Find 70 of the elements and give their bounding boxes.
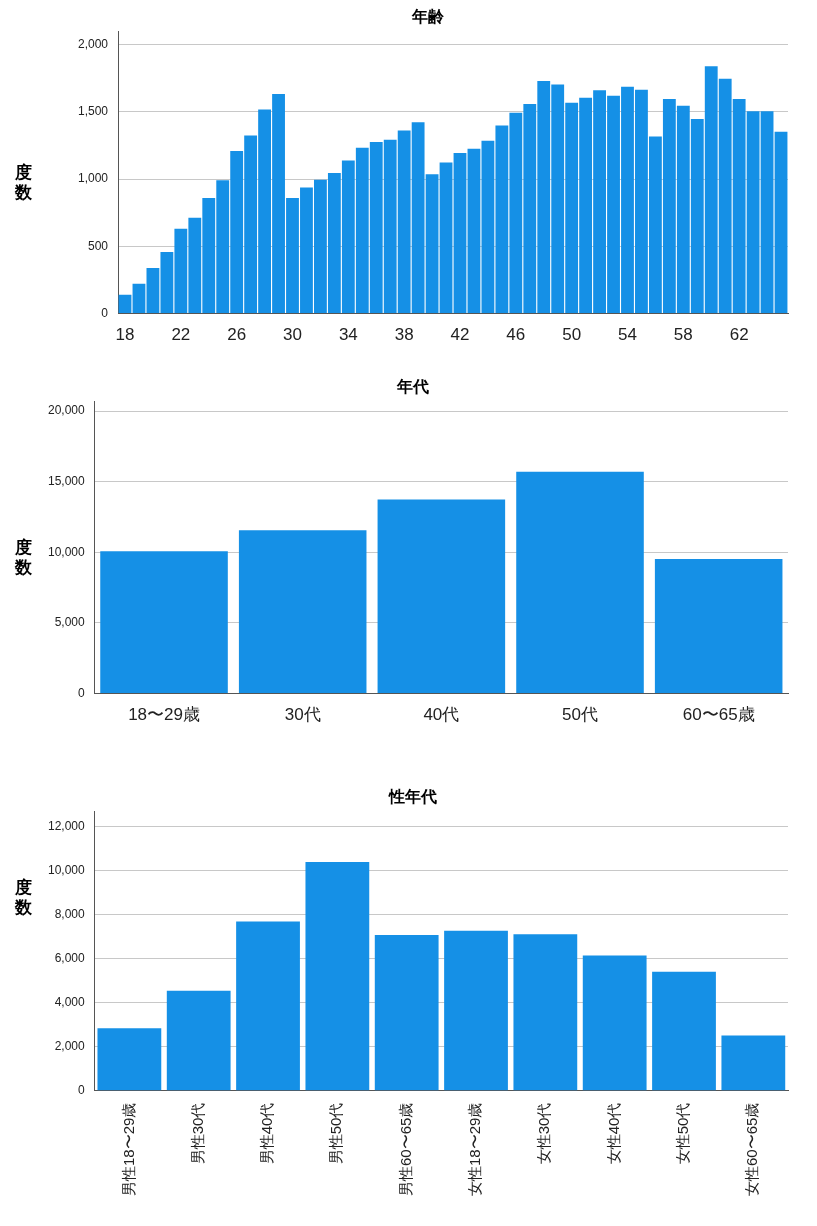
y-tick-label: 6,000 (54, 950, 86, 965)
y-tick-label: 0 (101, 305, 109, 320)
x-tick-label: 女性50代 (674, 1102, 692, 1165)
y-tick-label: 2,000 (78, 36, 109, 51)
x-tick-label: 62 (729, 325, 749, 345)
y-tick-label: 2,000 (54, 1038, 86, 1053)
y-tick-label: 0 (78, 685, 86, 700)
y-tick-label: 20,000 (48, 403, 86, 418)
x-tick-label: 女性18〜29歳 (466, 1102, 484, 1197)
bar (118, 294, 132, 314)
bar (100, 551, 228, 694)
x-tick-label: 男性60〜65歳 (396, 1102, 414, 1197)
bar (652, 971, 716, 1091)
x-tick-label: 34 (338, 325, 358, 345)
y-tick-label: 12,000 (48, 818, 86, 833)
y-tick-label: 10,000 (48, 544, 86, 559)
y-tick-label: 1,000 (78, 171, 109, 186)
x-tick-label: 60〜65歳 (682, 705, 755, 725)
y-tick-label: 10,000 (48, 862, 86, 877)
chart-title: 年代 (396, 378, 429, 396)
x-tick-label: 18〜29歳 (128, 705, 200, 725)
bar (582, 955, 647, 1091)
bar (97, 1028, 162, 1091)
bar (721, 1035, 786, 1091)
x-tick-label: 46 (506, 325, 526, 345)
chart-title: 年齢 (411, 8, 445, 26)
x-tick-label: 58 (673, 325, 693, 345)
x-tick-label: 女性40代 (604, 1102, 622, 1165)
bar (236, 921, 300, 1091)
axis-title: 度数 (13, 878, 33, 918)
y-tick-label: 5,000 (54, 615, 86, 630)
x-tick-label: 50代 (562, 705, 598, 725)
x-tick-label: 54 (618, 325, 637, 345)
y-tick-label: 15,000 (48, 474, 86, 489)
x-tick-label: 男性50代 (327, 1102, 345, 1165)
bar (513, 934, 578, 1091)
x-tick-label: 22 (171, 325, 191, 345)
y-tick-label: 1,500 (78, 104, 109, 119)
bar (654, 559, 783, 694)
bar (238, 530, 367, 694)
y-tick-label: 0 (78, 1082, 86, 1097)
x-tick-label: 26 (227, 325, 247, 345)
y-tick-label: 4,000 (54, 994, 86, 1009)
y-tick-label: 500 (88, 238, 109, 253)
x-tick-label: 男性40代 (258, 1102, 276, 1165)
bar (377, 499, 506, 694)
bar (166, 990, 231, 1091)
x-tick-label: 30代 (284, 705, 321, 725)
x-tick-label: 男性30代 (188, 1102, 206, 1165)
x-tick-label: 30 (283, 325, 302, 345)
x-tick-label: 女性60〜65歳 (743, 1102, 761, 1197)
x-tick-label: 50 (562, 325, 582, 345)
bar (774, 131, 788, 314)
chart-title: 性年代 (388, 788, 437, 806)
bar (439, 162, 453, 314)
x-tick-label: 42 (450, 325, 470, 345)
y-tick-label: 8,000 (54, 906, 86, 921)
bar (444, 930, 508, 1091)
bar (305, 862, 370, 1091)
axis-title: 度数 (13, 538, 33, 578)
x-tick-label: 18 (115, 325, 135, 345)
bar (453, 152, 467, 314)
x-tick-label: 女性30代 (535, 1102, 553, 1165)
axis-title: 度数 (13, 163, 33, 203)
bar (374, 935, 439, 1091)
x-tick-label: 40代 (423, 705, 460, 725)
x-tick-label: 38 (394, 325, 414, 345)
bar (132, 283, 146, 314)
x-tick-label: 男性18〜29歳 (119, 1102, 137, 1197)
bar (516, 471, 644, 694)
